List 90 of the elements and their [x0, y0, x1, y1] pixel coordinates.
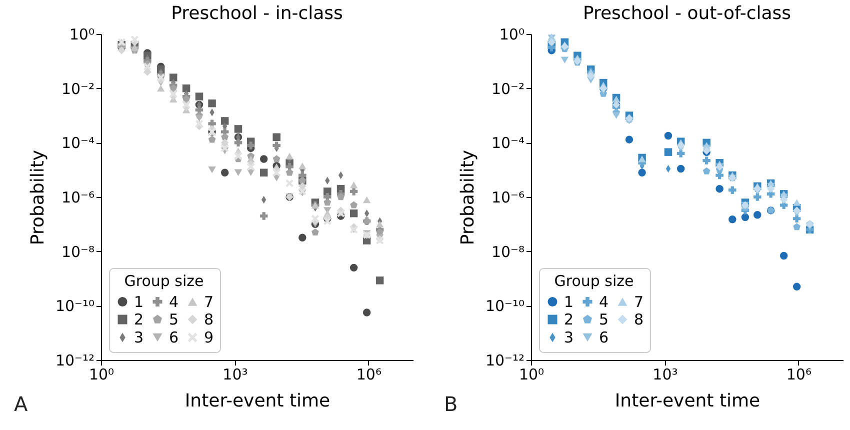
legend-label: 4 [599, 292, 609, 311]
point [272, 155, 280, 162]
point [260, 212, 268, 220]
point [208, 166, 216, 174]
legend-title: Group size [554, 272, 634, 290]
y-tick-label: 10⁻⁴ [61, 134, 94, 152]
point [220, 117, 229, 125]
point [234, 169, 242, 176]
legend-label: 7 [634, 292, 644, 311]
point [312, 228, 319, 236]
legend-title: Group size [124, 272, 204, 290]
point [144, 68, 152, 76]
point [362, 196, 371, 204]
legend-label: 5 [169, 310, 179, 328]
point [195, 114, 204, 122]
x-tick-label: 10⁶ [786, 366, 812, 384]
legend-label: 1 [134, 292, 144, 311]
y-tick-label: 10⁻¹⁰ [485, 297, 524, 316]
point [234, 138, 242, 147]
point [286, 162, 294, 171]
chart-title: Preschool - out-of-class [582, 3, 792, 24]
y-tick-label: 10⁻⁸ [61, 242, 94, 261]
point [350, 209, 358, 218]
x-axis-title: Inter-event time [614, 390, 760, 412]
point [350, 201, 358, 208]
point [246, 162, 255, 171]
x-tick-label: 10³ [652, 366, 678, 384]
point [220, 144, 229, 152]
point [376, 276, 384, 284]
point [350, 188, 358, 196]
point [272, 142, 280, 150]
text: B [444, 392, 458, 416]
legend-label: 3 [564, 328, 574, 346]
y-tick-label: 10⁰ [69, 26, 94, 44]
y-tick-label: 10⁻⁸ [491, 242, 524, 261]
y-tick-label: 10⁻² [61, 80, 94, 98]
legend-label: 7 [204, 292, 214, 311]
y-tick-label: 10⁻⁶ [61, 188, 94, 206]
x-tick-label: 10⁶ [356, 366, 382, 384]
y-tick-label: 10⁰ [499, 26, 524, 44]
point [324, 198, 332, 206]
y-axis-title: Probability [457, 150, 478, 246]
point [286, 168, 294, 176]
point [337, 193, 344, 200]
point [260, 168, 268, 176]
legend-label: 6 [599, 328, 609, 346]
point [298, 234, 306, 242]
point [195, 92, 204, 100]
point [169, 74, 178, 82]
chart-title: Preschool - in-class [171, 3, 343, 24]
x-tick-label: 10³ [222, 366, 248, 384]
y-tick-label: 10⁻² [491, 80, 524, 98]
legend-label: 2 [564, 310, 574, 328]
legend-label: 3 [134, 328, 144, 346]
y-tick-label: 10⁻⁴ [491, 134, 524, 152]
point [208, 99, 216, 108]
point [208, 136, 216, 143]
point [220, 168, 229, 176]
legend-label: 5 [599, 310, 609, 328]
point [272, 133, 280, 141]
point [260, 155, 268, 163]
text: A [14, 392, 28, 416]
legend-label: 8 [634, 310, 644, 328]
point [286, 152, 294, 160]
legend-label: 8 [204, 310, 214, 328]
point [362, 308, 371, 316]
y-tick-label: 10⁻¹⁰ [55, 297, 94, 316]
legend-label: 1 [564, 292, 574, 311]
point [130, 36, 139, 44]
y-tick-label: 10⁻⁶ [491, 188, 524, 206]
point [350, 264, 358, 272]
point [298, 182, 306, 190]
point [234, 125, 242, 133]
point [286, 179, 294, 188]
point [298, 162, 306, 170]
legend-label: 6 [169, 328, 179, 346]
legend-label: 9 [204, 328, 214, 346]
point [272, 168, 280, 176]
legend-label: 2 [134, 310, 144, 328]
point [234, 152, 242, 160]
point [221, 133, 229, 140]
point [376, 220, 384, 228]
x-axis-title: Inter-event time [184, 390, 330, 412]
point [324, 217, 332, 225]
legend-label: 4 [169, 292, 179, 311]
point [156, 84, 165, 92]
point [350, 182, 358, 188]
point [311, 214, 320, 222]
point [246, 142, 255, 150]
y-axis-title: Probability [27, 150, 48, 246]
